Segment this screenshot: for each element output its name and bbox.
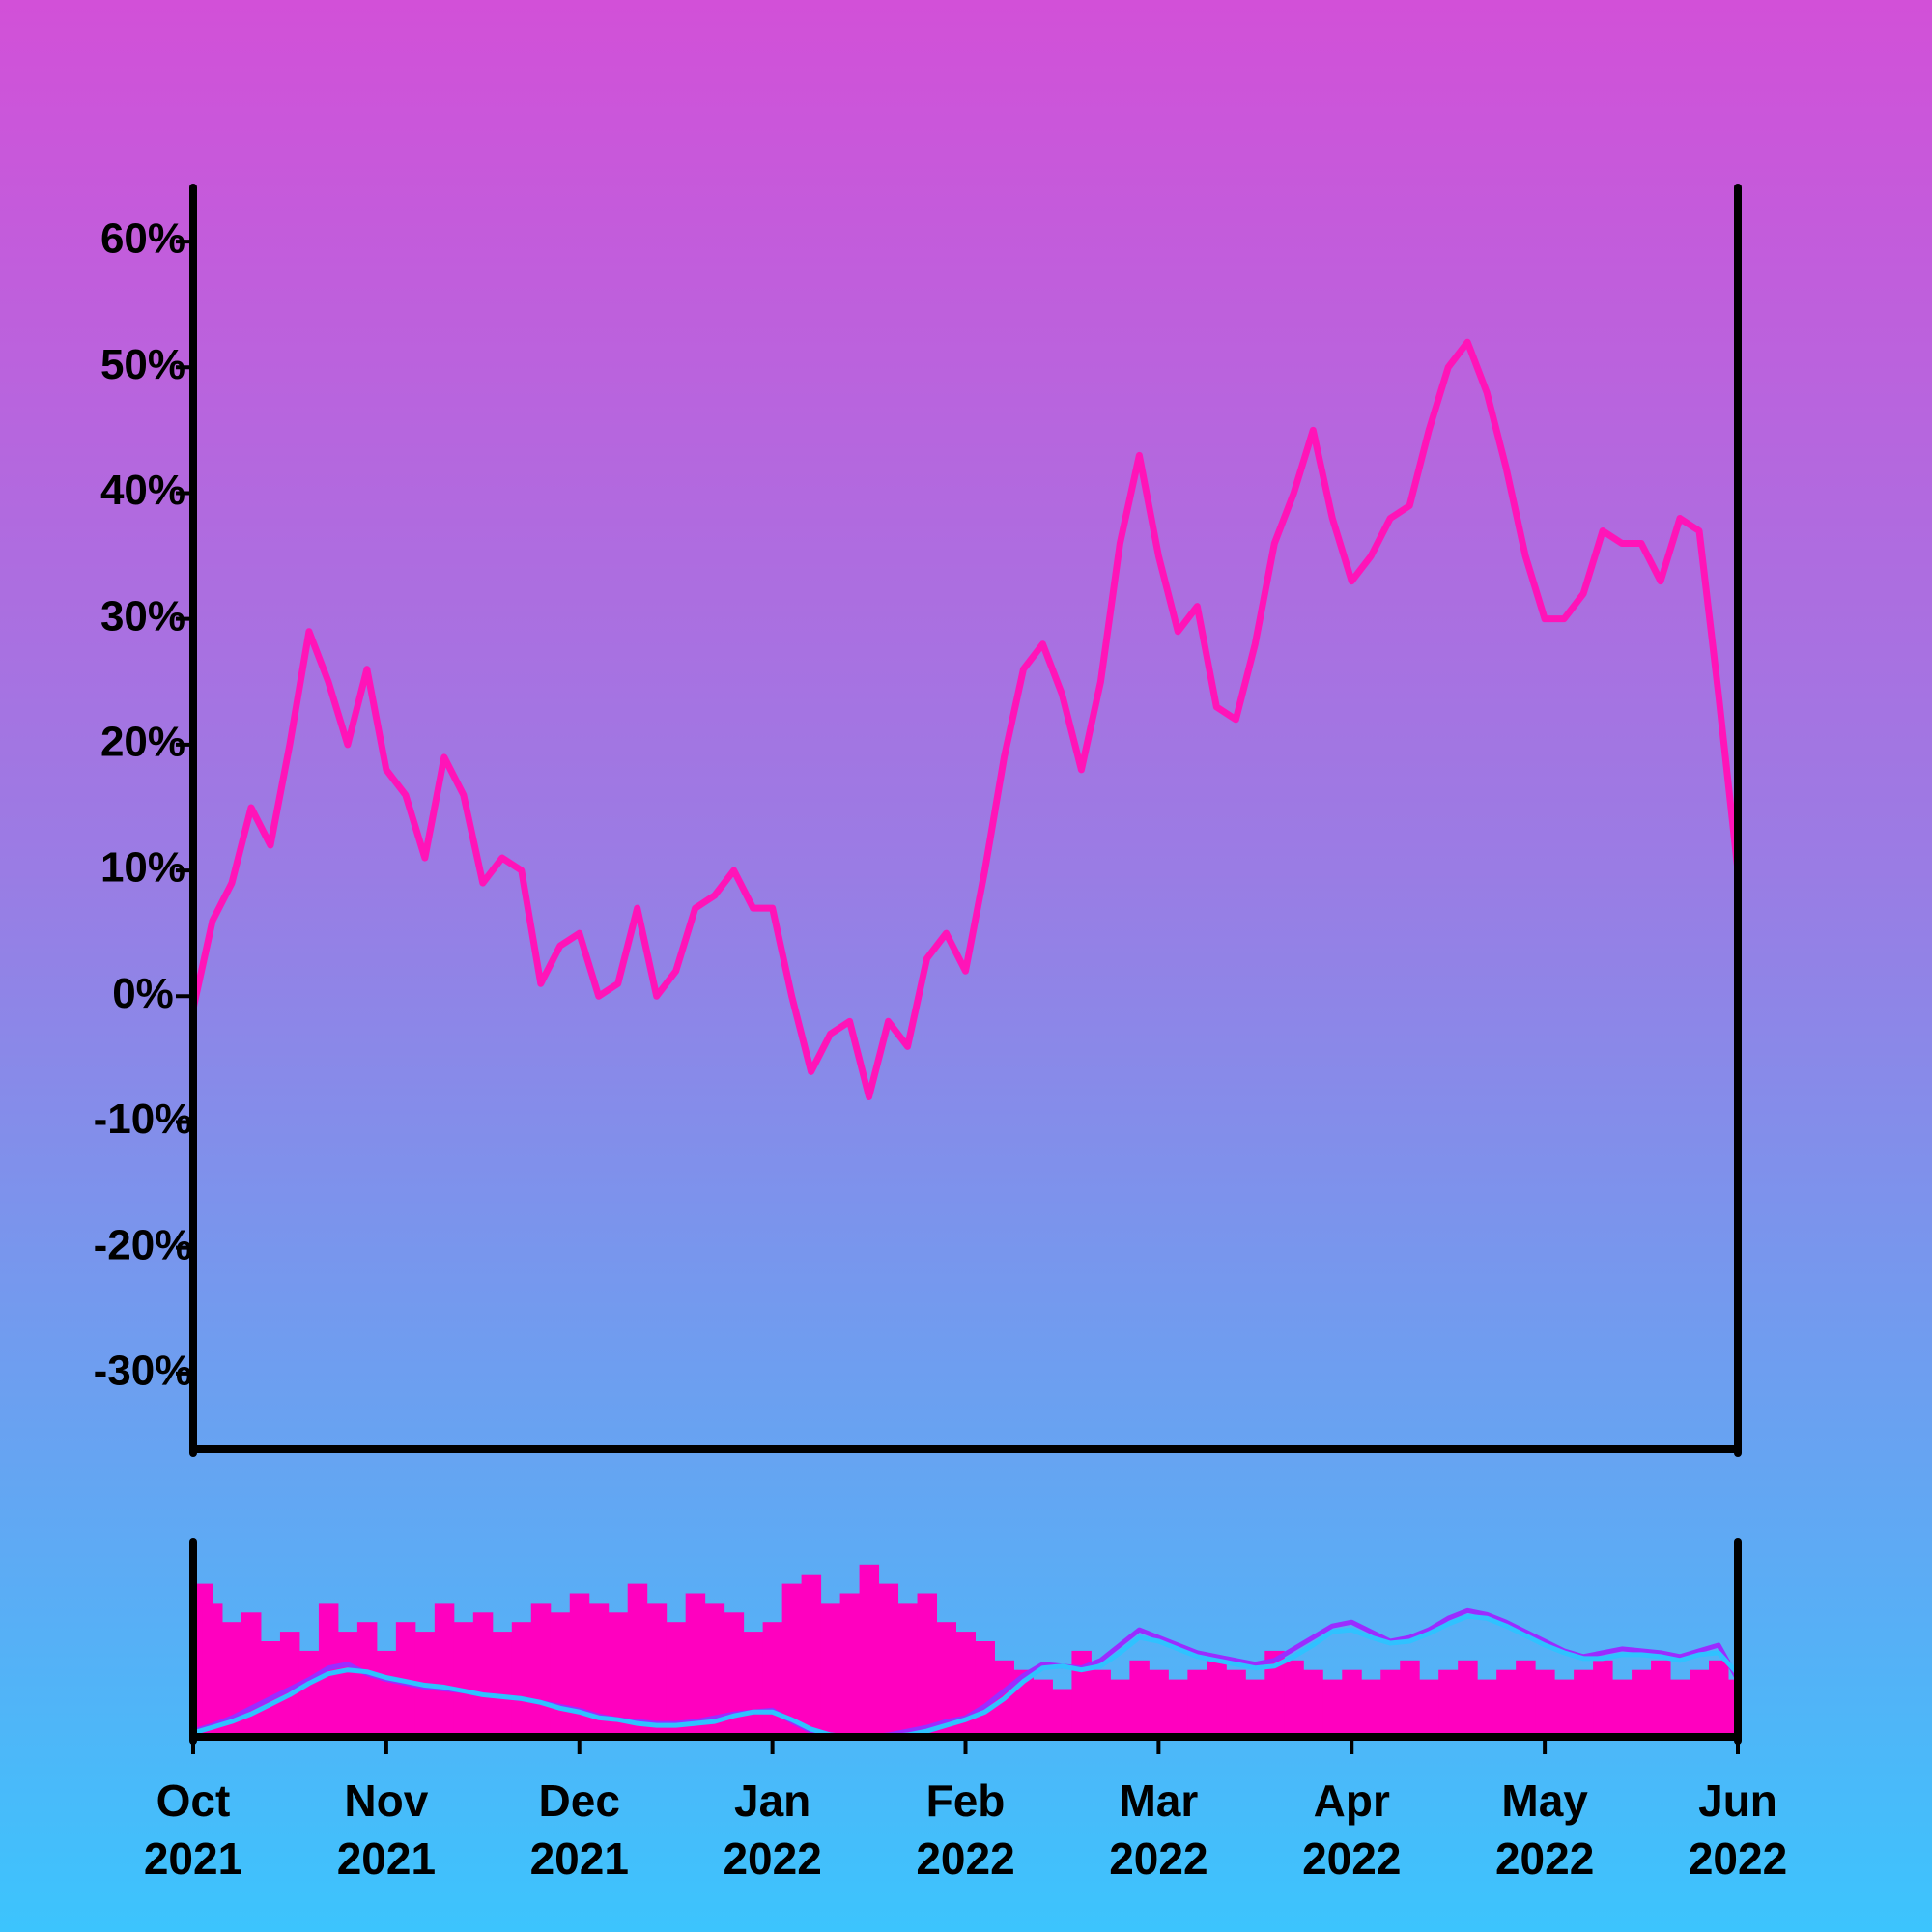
y-tick-label: 20% (100, 719, 185, 766)
volume-bar (1284, 1660, 1304, 1737)
x-tick-label: Dec 2021 (529, 1776, 629, 1884)
volume-bar (569, 1593, 590, 1737)
volume-bar (666, 1622, 687, 1737)
volume-bar (1303, 1669, 1323, 1737)
price-line (189, 338, 1742, 1100)
x-tick-label: Mar 2022 (1109, 1776, 1208, 1884)
y-tick-label: 10% (100, 844, 185, 892)
volume-bar (1651, 1660, 1671, 1737)
volume-bar (1129, 1660, 1150, 1737)
volume-bar (1245, 1679, 1265, 1737)
y-tick-label: 50% (100, 341, 185, 388)
volume-bar (839, 1593, 861, 1737)
volume-bar (1110, 1679, 1130, 1737)
y-tick-label: -20% (94, 1221, 193, 1268)
volume-bar (1052, 1689, 1072, 1737)
volume-bar (1612, 1679, 1633, 1737)
volume-bar (260, 1641, 281, 1737)
volume-bar (1690, 1669, 1710, 1737)
volume-bar (1632, 1669, 1652, 1737)
volume-bar (859, 1564, 880, 1737)
volume-bar (202, 1603, 223, 1737)
volume-bar (1554, 1679, 1575, 1737)
x-tick-label: Apr 2022 (1302, 1776, 1402, 1884)
volume-bar (1342, 1669, 1362, 1737)
volume-bar (646, 1603, 668, 1737)
volume-bar (917, 1593, 938, 1737)
volume-bar (1477, 1679, 1497, 1737)
volume-bar (472, 1612, 494, 1737)
volume-bar (337, 1632, 358, 1737)
x-tick-label: May 2022 (1494, 1776, 1595, 1884)
volume-bar (1322, 1679, 1343, 1737)
average-line (192, 1613, 1740, 1740)
volume-bar (781, 1583, 803, 1737)
volume-bar (704, 1603, 725, 1737)
x-tick-label: Jan 2022 (723, 1776, 822, 1884)
volume-bar (1496, 1669, 1517, 1737)
volume-bar (897, 1603, 919, 1737)
x-tick-label: Oct 2021 (143, 1776, 243, 1884)
volume-bar (975, 1641, 995, 1737)
x-tick-label: Feb 2022 (916, 1776, 1015, 1884)
volume-bar (1168, 1679, 1188, 1737)
y-tick-label: -30% (94, 1348, 193, 1395)
volume-bar (1091, 1669, 1111, 1737)
volume-bar (608, 1612, 629, 1737)
volume-bar (1516, 1660, 1536, 1737)
volume-bar (820, 1603, 841, 1737)
volume-bar (1187, 1669, 1208, 1737)
volume-bar (878, 1583, 899, 1737)
volume-bar (1264, 1650, 1285, 1737)
volume-bar (1574, 1669, 1594, 1737)
volume-bar (1226, 1669, 1246, 1737)
volume-bar (801, 1574, 822, 1737)
x-tick-label: Nov 2021 (336, 1776, 437, 1884)
volume-bar (588, 1603, 610, 1737)
y-tick-label: 40% (100, 467, 185, 514)
volume-bar (1458, 1660, 1478, 1737)
volume-bar (1719, 1679, 1739, 1737)
y-tick-label: 60% (100, 215, 185, 263)
volume-bar (1535, 1669, 1555, 1737)
x-tick-label: Jun 2022 (1688, 1776, 1788, 1884)
volume-bar (743, 1632, 764, 1737)
volume-bar (1419, 1679, 1439, 1737)
volume-bar (511, 1622, 532, 1737)
volume-bar (724, 1612, 745, 1737)
volume-bar (1207, 1660, 1227, 1737)
y-tick-label: 0% (112, 970, 174, 1017)
volume-bar (434, 1603, 455, 1737)
volume-bar (1361, 1679, 1381, 1737)
volume-bar (279, 1632, 300, 1737)
volume-bar (1033, 1679, 1053, 1737)
volume-bar (1593, 1660, 1613, 1737)
volume-bar (627, 1583, 648, 1737)
volume-bar (762, 1622, 783, 1737)
volume-bar (955, 1632, 976, 1737)
volume-bar (1400, 1660, 1420, 1737)
volume-bar (376, 1650, 397, 1737)
y-tick-label: -10% (94, 1095, 193, 1143)
volume-bar (356, 1622, 378, 1737)
volume-bar (453, 1622, 474, 1737)
y-tick-label: 30% (100, 592, 185, 639)
volume-bar (298, 1650, 320, 1737)
volume-bar (1380, 1669, 1401, 1737)
volume-bar (550, 1612, 571, 1737)
volume-bar (221, 1622, 242, 1737)
volume-bar (1438, 1669, 1459, 1737)
volume-bar (492, 1632, 513, 1737)
volume-bar (530, 1603, 552, 1737)
volume-bar (1071, 1650, 1092, 1737)
volume-bar (1149, 1669, 1169, 1737)
volume-bar (936, 1622, 957, 1737)
volume-bar (685, 1593, 706, 1737)
volume-bar (1670, 1679, 1690, 1737)
